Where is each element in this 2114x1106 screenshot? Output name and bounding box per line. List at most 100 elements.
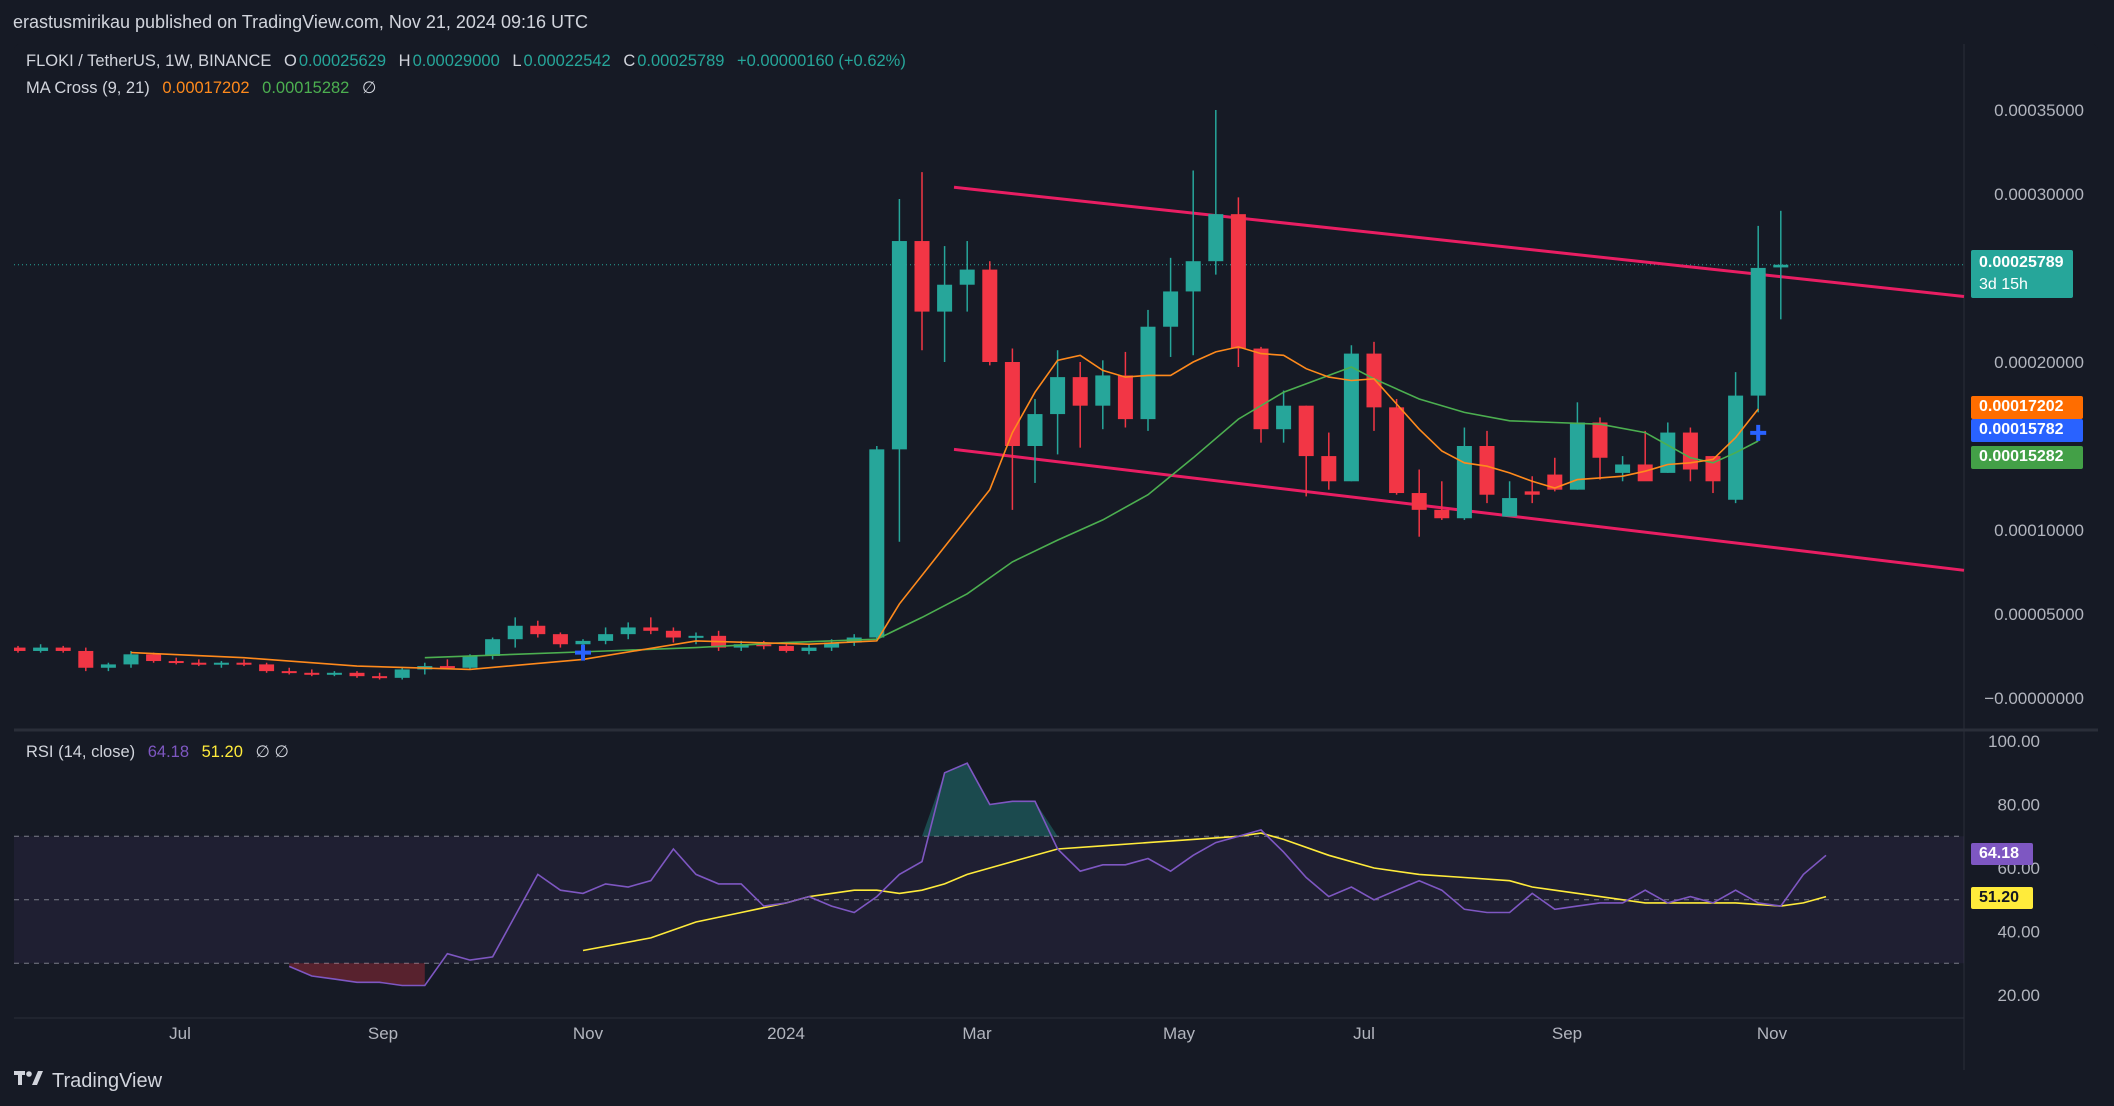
candle-body — [1569, 422, 1585, 490]
ma-fast-value: 0.00017202 — [162, 79, 250, 97]
candle-body — [530, 625, 546, 635]
candle-body — [372, 676, 388, 679]
candle-body — [1117, 375, 1133, 420]
ma-fast-line — [130, 346, 1759, 671]
published-text: erastusmirikau published on TradingView.… — [13, 12, 588, 32]
candle-body — [937, 284, 953, 312]
candle-body — [213, 662, 229, 665]
candle-body — [1615, 464, 1631, 473]
candle-body — [439, 666, 455, 669]
candle-body — [485, 639, 501, 656]
candle-body — [869, 449, 885, 638]
rsi-tick-label: 40.00 — [1997, 923, 2040, 942]
candle-body — [281, 671, 297, 674]
ma-extra: ∅ — [361, 79, 377, 97]
time-tick-label: Jul — [169, 1024, 191, 1043]
candle-body — [1321, 456, 1337, 482]
candle-body — [643, 627, 659, 631]
candle-body — [756, 644, 772, 647]
candle-body — [1592, 422, 1608, 458]
candle-body — [78, 650, 94, 668]
cross-tag: 0.00015782 — [1971, 419, 2083, 442]
rsi-ma-value: 51.20 — [201, 743, 243, 761]
candle-body — [1072, 377, 1088, 406]
time-tick-label: Mar — [962, 1024, 992, 1043]
ma-fast-tag: 0.00017202 — [1971, 396, 2083, 419]
candle-body — [1208, 214, 1224, 262]
rsi-tag: 64.18 — [1971, 843, 2033, 865]
candle-body — [1773, 264, 1789, 268]
price-tick-label: 0.00020000 — [1994, 353, 2084, 372]
rsi-overbought-fill — [922, 763, 1058, 837]
candle-body — [1479, 446, 1495, 495]
candle-body — [824, 642, 840, 648]
ma-slow-tag: 0.00015282 — [1971, 446, 2083, 469]
price-tick-label: −0.00000000 — [1984, 689, 2084, 708]
candle-body — [1027, 414, 1043, 446]
time-tick-label: Jul — [1353, 1024, 1375, 1043]
time-tick-label: Sep — [1552, 1024, 1582, 1043]
candle-body — [191, 662, 207, 665]
price-tick-label: 0.00035000 — [1994, 101, 2084, 120]
rsi-label: RSI (14, close) — [26, 743, 136, 761]
close-value: 0.00025789 — [637, 52, 725, 70]
rsi-ma-line — [582, 832, 1827, 952]
cross-marker-icon — [1750, 424, 1767, 441]
candle-body — [123, 654, 139, 665]
candle-body — [33, 647, 49, 651]
low-value: 0.00022542 — [523, 52, 611, 70]
candle-body — [1682, 432, 1698, 470]
chart-canvas[interactable]: 0.00035000 0.00030000 0.00020000 0.00010000… — [14, 44, 2098, 1070]
close-label: C — [623, 52, 636, 70]
candle-body — [959, 269, 975, 285]
candle-body — [1095, 375, 1111, 406]
candle-body — [1411, 493, 1427, 510]
candle-body — [1524, 491, 1540, 495]
candle-body — [1637, 464, 1653, 482]
candle-body — [1185, 261, 1201, 292]
candle-body — [304, 672, 320, 675]
ma-legend[interactable]: MA Cross (9, 21) 0.00017202 0.00015282 ∅ — [26, 78, 378, 98]
candle-body — [801, 647, 817, 651]
rsi-ma-tag: 51.20 — [1971, 887, 2033, 909]
rsi-legend[interactable]: RSI (14, close) 64.18 51.20 ∅ ∅ — [26, 742, 291, 762]
ma-slow-line — [424, 366, 1759, 659]
candle-body — [1298, 405, 1314, 457]
last-price-tag: 0.00025789 3d 15h — [1971, 250, 2073, 298]
candle-body — [1750, 267, 1766, 396]
price-tick-label: 0.00005000 — [1994, 605, 2084, 624]
candle-body — [575, 640, 591, 645]
candle-body — [507, 625, 523, 640]
rsi-band — [14, 836, 1964, 964]
symbol-title[interactable]: FLOKI / TetherUS, 1W, BINANCE — [26, 52, 272, 70]
rsi-line — [288, 762, 1827, 987]
candle-body — [914, 241, 930, 312]
candle-body — [1728, 395, 1744, 500]
candle-body — [1434, 509, 1450, 519]
time-tick-label: Nov — [1757, 1024, 1788, 1043]
candle-body — [1276, 405, 1292, 430]
chart-panel[interactable]: 0.00035000 0.00030000 0.00020000 0.00010000… — [14, 44, 2098, 1070]
candle-body — [1389, 407, 1405, 494]
rsi-tick-label: 20.00 — [1997, 986, 2040, 1005]
candle-body — [146, 654, 162, 662]
last-price-value: 0.00025789 — [1979, 254, 2064, 271]
rsi-tick-label: 100.00 — [1988, 732, 2040, 751]
high-value: 0.00029000 — [412, 52, 500, 70]
time-tick-label: 2024 — [767, 1024, 805, 1043]
candle-body — [1343, 353, 1359, 482]
candle-body — [1163, 291, 1179, 327]
candle-body — [733, 644, 749, 648]
candle-body — [394, 669, 410, 678]
brand-footer[interactable]: TradingView — [14, 1066, 162, 1096]
change-value: +0.00000160 (+0.62%) — [737, 52, 906, 70]
candle-body — [552, 634, 568, 645]
candle-body — [1366, 353, 1382, 408]
candle-body — [982, 269, 998, 362]
time-tick-label: Nov — [573, 1024, 604, 1043]
candle-body — [1230, 214, 1246, 349]
candle-body — [55, 647, 71, 651]
low-label: L — [512, 52, 522, 70]
candle-body — [1050, 377, 1066, 415]
candle-body — [1253, 348, 1269, 430]
